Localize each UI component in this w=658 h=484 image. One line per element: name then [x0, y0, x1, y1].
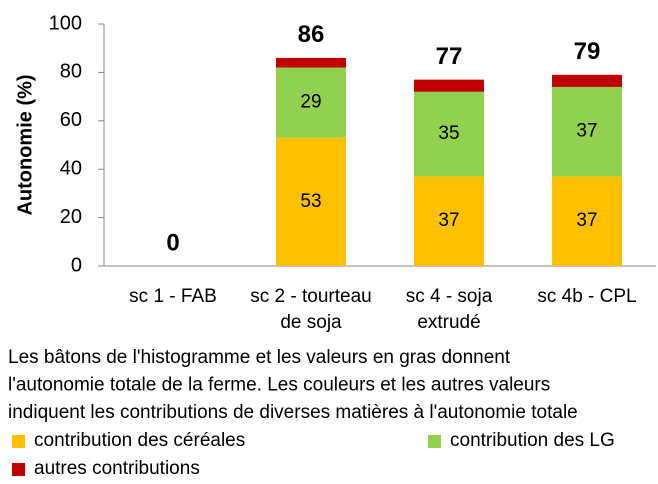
y-tick-label: 0: [71, 254, 82, 276]
x-tick-label: sc 4 - soja extrudé: [406, 286, 493, 333]
segment-label: 35: [438, 123, 459, 144]
total-label: 77: [436, 43, 463, 70]
y-tick-label: 80: [60, 61, 82, 83]
total-label: 0: [166, 229, 179, 256]
bar-segment: [414, 176, 484, 266]
note: l'autonomie totale de la ferme. Les coul…: [8, 375, 550, 396]
bar-segment: [414, 79, 484, 92]
y-tick-label: 20: [60, 206, 82, 228]
bar-segment: [414, 91, 484, 177]
segment-label: 29: [300, 92, 321, 113]
segment-label: 37: [438, 210, 459, 231]
y-tick-label: 60: [60, 109, 82, 131]
legend-swatch: [428, 435, 441, 448]
segment-label: 37: [576, 210, 597, 231]
x-tick-label: sc 1 - FAB: [129, 286, 217, 307]
note: Les bâtons de l'histogramme et les valeu…: [8, 347, 511, 368]
total-label: 86: [298, 21, 325, 48]
legend-swatch: [12, 463, 25, 476]
note: indiquent les contributions de diverses …: [8, 402, 578, 423]
x-tick-label: sc 4b - CPL: [537, 286, 636, 307]
bar-segment: [276, 67, 346, 138]
y-axis-label: Autonomie (%): [14, 74, 36, 215]
bar-segment: [552, 86, 622, 177]
y-tick-label: 100: [49, 12, 82, 34]
legend-label: contribution des LG: [450, 430, 615, 451]
bar-segment: [552, 176, 622, 266]
legend-label: autres contributions: [34, 458, 200, 479]
bar-segment: [276, 57, 346, 68]
segment-label: 37: [576, 121, 597, 142]
total-label: 79: [574, 38, 601, 65]
segment-label: 53: [300, 191, 321, 212]
legend-label: contribution des céréales: [34, 430, 245, 451]
x-tick-label: sc 2 - tourteau de soja: [250, 286, 371, 333]
y-tick-label: 40: [60, 157, 82, 179]
legend-swatch: [12, 435, 25, 448]
bar-segment: [552, 74, 622, 87]
bar-segment: [276, 137, 346, 266]
